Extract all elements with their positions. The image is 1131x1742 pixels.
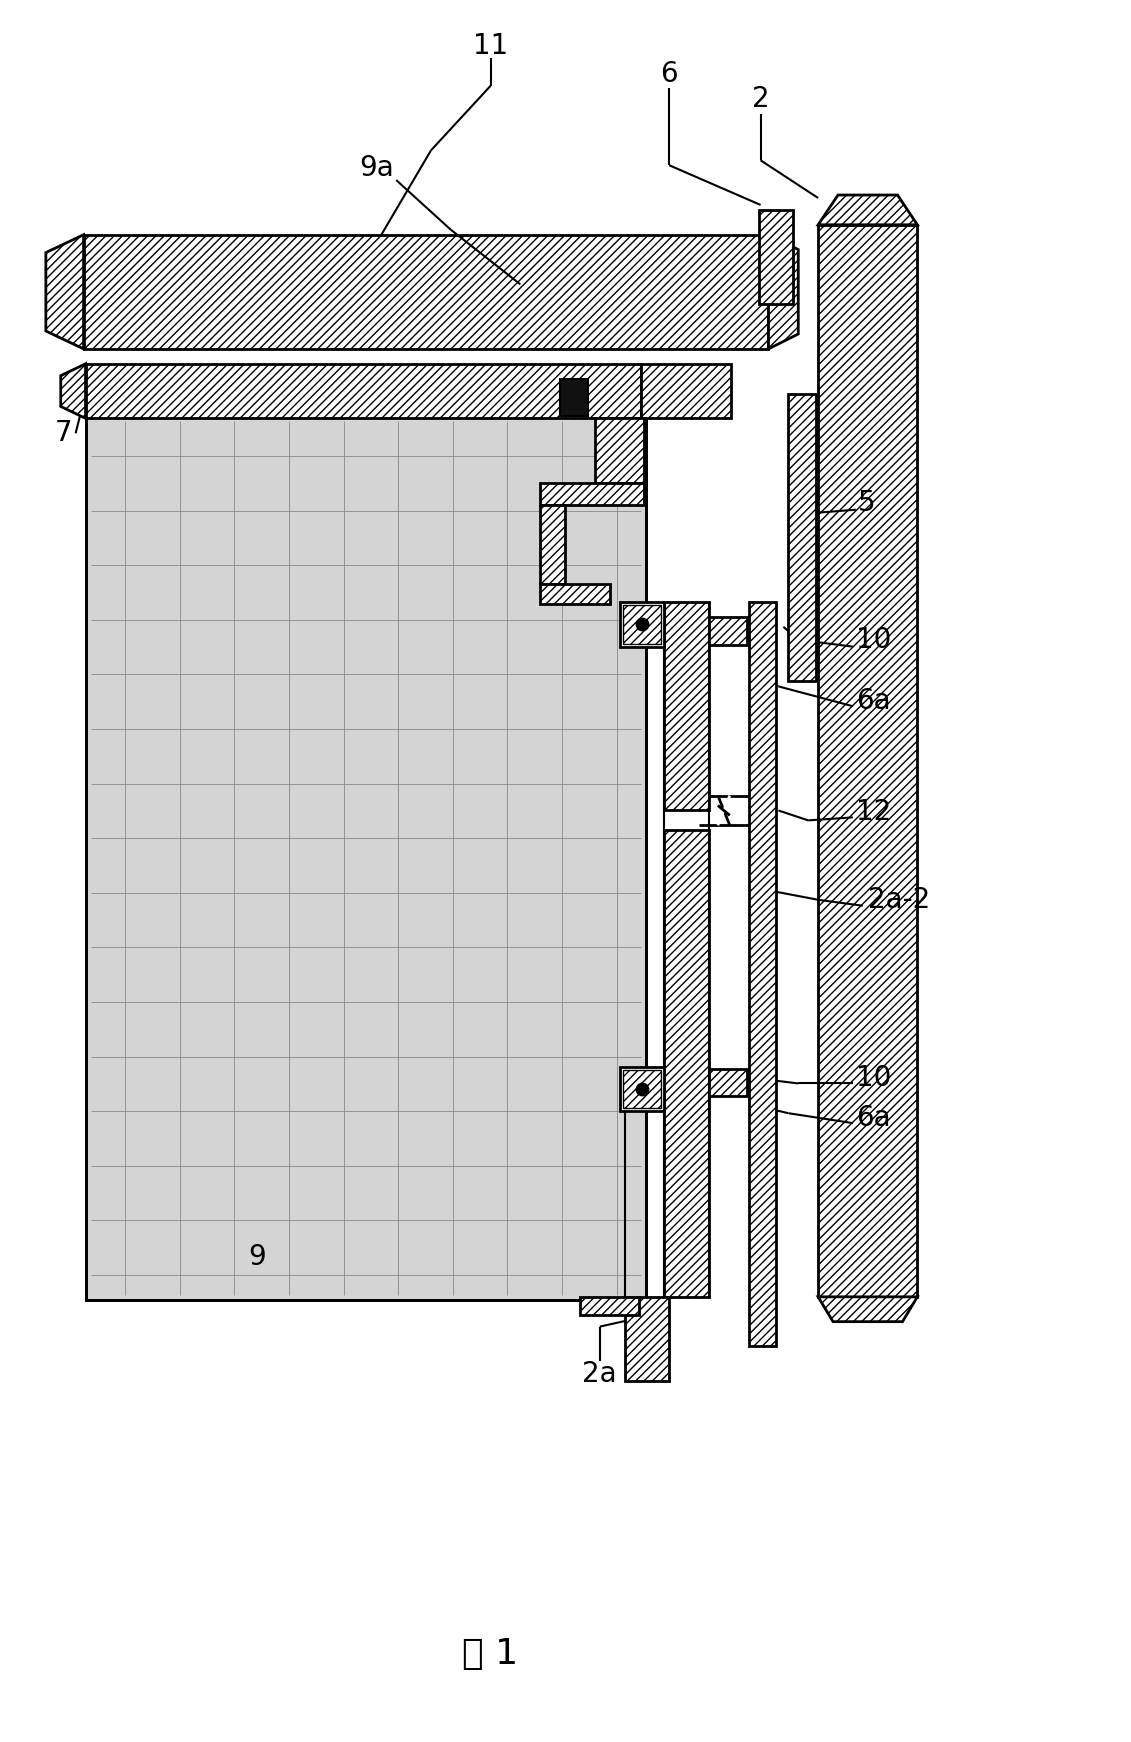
Bar (86, 364, 641, 418)
Text: 6a: 6a (856, 1104, 890, 1132)
Bar (788, 394, 817, 681)
Bar (86, 416, 647, 1300)
Bar (709, 1068, 746, 1096)
Text: 11: 11 (473, 31, 508, 61)
Bar (541, 483, 645, 505)
Polygon shape (818, 195, 917, 225)
Text: 2a-2: 2a-2 (867, 885, 930, 915)
Bar (818, 225, 917, 1296)
Bar (580, 1296, 639, 1315)
Bar (622, 604, 662, 645)
Text: 7: 7 (55, 420, 72, 448)
Polygon shape (61, 364, 86, 418)
Bar (620, 603, 664, 646)
Bar (664, 831, 709, 1296)
Bar (541, 505, 566, 584)
Text: 12: 12 (856, 798, 891, 826)
Bar (541, 584, 610, 604)
Text: 6: 6 (661, 59, 679, 87)
Bar (759, 209, 793, 305)
Bar (620, 1066, 664, 1111)
Bar (641, 364, 731, 418)
Bar (624, 1296, 670, 1381)
Text: 2: 2 (752, 85, 769, 113)
Polygon shape (46, 235, 84, 348)
Bar (86, 416, 647, 1300)
Text: 10: 10 (856, 1064, 891, 1092)
Bar (709, 617, 746, 645)
Text: 9: 9 (249, 1244, 266, 1272)
Bar (664, 603, 709, 810)
Text: 图 1: 图 1 (463, 1637, 519, 1671)
Polygon shape (768, 235, 798, 348)
Text: 10: 10 (856, 625, 891, 653)
Bar (595, 418, 645, 483)
Text: 2a: 2a (582, 1361, 618, 1388)
Bar (749, 603, 777, 1347)
Text: 6a: 6a (856, 688, 890, 716)
Bar (622, 1070, 662, 1108)
Polygon shape (818, 1296, 917, 1322)
Text: 5: 5 (857, 490, 875, 517)
Bar (560, 378, 588, 416)
Text: 9a: 9a (359, 155, 394, 183)
Bar (84, 235, 768, 348)
